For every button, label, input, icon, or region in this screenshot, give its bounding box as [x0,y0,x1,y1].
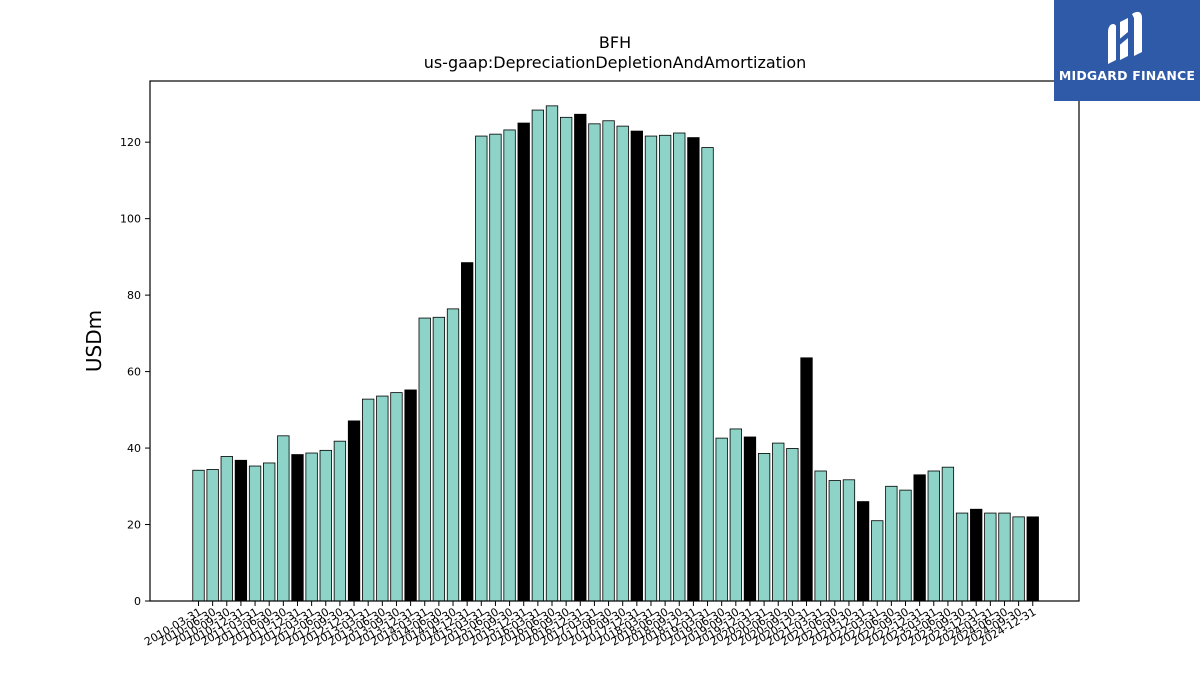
bar-2017-06-30 [602,120,615,602]
bar-2021-06-30 [828,480,841,602]
bar-2012-06-30 [319,449,332,602]
bar-2018-06-30 [658,134,672,602]
bar-2010-03-31 [192,469,205,602]
bar-2016-03-31 [531,109,545,602]
bar-2022-12-31 [913,474,926,602]
bar-2022-09-30 [899,489,912,602]
bar-2014-06-30 [432,316,446,602]
bars-group [192,105,1039,602]
midgard-logo-icon [1108,11,1142,64]
bar-2013-09-30 [390,392,403,602]
x-ticks-group: 2010-03-312010-06-302010-09-302010-12-31… [142,601,1038,649]
bar-2017-03-31 [588,123,601,602]
bar-2018-03-31 [644,135,658,602]
y-tick-label: 120 [120,136,141,149]
bar-2010-09-30 [220,456,233,602]
bar-2024-06-30 [998,512,1011,602]
bar-2021-09-30 [842,479,856,602]
bar-2023-09-30 [955,512,969,602]
bar-2023-03-31 [927,470,940,602]
bar-2014-09-30 [446,308,460,602]
y-axis-label: USDm [82,310,106,372]
bar-2019-03-31 [701,147,714,602]
logo-text: MIDGARD FINANCE [1058,68,1196,83]
bar-2012-09-30 [333,440,347,602]
y-tick-label: 60 [127,366,141,379]
bar-2012-12-31 [347,420,361,602]
bar-2020-03-31 [757,453,771,602]
bar-2024-03-31 [984,512,997,602]
bar-2023-06-30 [941,466,955,602]
bar-2013-03-31 [362,398,375,602]
bar-2016-06-30 [545,105,559,602]
bar-2015-03-31 [475,135,488,602]
bar-2012-03-31 [305,452,318,602]
bar-2017-12-31 [630,130,643,602]
bar-2020-06-30 [772,442,785,602]
bar-2011-03-31 [248,465,262,602]
bar-2016-09-30 [559,116,573,602]
bar-2018-12-31 [687,137,700,602]
y-tick-label: 0 [134,595,141,608]
bar-2010-12-31 [234,459,248,602]
bar-2020-12-31 [800,357,813,602]
bar-2019-12-31 [743,436,757,602]
bar-2017-09-30 [616,125,629,602]
bar-2014-03-31 [418,317,431,602]
bar-2023-12-31 [970,508,983,602]
bar-2015-09-30 [503,129,516,602]
y-tick-label: 40 [127,442,141,455]
bar-2015-12-31 [517,122,530,602]
bar-2010-06-30 [206,469,219,602]
bar-2021-12-31 [856,501,870,602]
y-tick-label: 20 [127,519,141,532]
bar-2018-09-30 [673,132,686,602]
bar-2022-03-31 [871,520,884,602]
y-tick-label: 80 [127,289,141,302]
bar-2020-09-30 [786,448,799,602]
bar-2011-09-30 [277,435,290,602]
bar-2021-03-31 [814,470,827,602]
bar-2014-12-31 [461,262,474,602]
y-ticks-group: 0 20 40 60 80 100 120 [120,136,150,608]
bar-2024-12-31 [1026,516,1039,602]
bar-2015-06-30 [489,133,502,602]
bar-2013-12-31 [404,389,417,602]
brand-logo: MIDGARD FINANCE [1054,0,1200,101]
bar-2024-09-30 [1012,516,1025,602]
bar-2019-06-30 [715,437,728,602]
chart-title: BFH [599,33,631,52]
bar-2011-06-30 [263,462,276,602]
bar-2011-12-31 [291,454,304,602]
chart-subtitle: us-gaap:DepreciationDepletionAndAmortiza… [424,53,807,72]
bar-2013-06-30 [376,395,389,602]
bar-2019-09-30 [729,428,742,602]
bar-2016-12-31 [574,113,587,602]
plot-frame [149,80,1080,602]
y-tick-label: 100 [120,213,141,226]
bar-2022-06-30 [885,485,898,602]
